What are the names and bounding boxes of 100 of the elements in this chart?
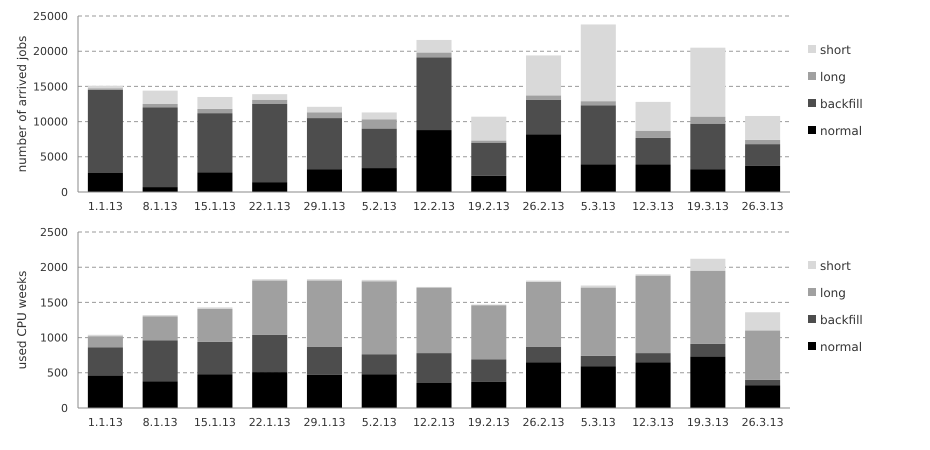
x-tick-label: 5.2.13 (362, 200, 397, 213)
y-tick-label: 0 (61, 186, 68, 199)
x-tick-label: 15.1.13 (194, 416, 236, 429)
bar (745, 140, 780, 144)
bar (690, 169, 726, 192)
x-tick-label: 5.2.13 (362, 416, 397, 429)
bar (745, 144, 780, 166)
bar (416, 40, 452, 53)
bar (636, 138, 671, 165)
bar (142, 187, 178, 192)
y-tick-label: 2000 (40, 261, 68, 274)
bar (526, 55, 562, 96)
x-tick-label: 29.1.13 (303, 416, 346, 429)
bar (471, 382, 506, 408)
y-tick-label: 15000 (33, 80, 68, 94)
x-tick-label: 19.3.13 (686, 416, 729, 429)
bar (690, 258, 726, 271)
legend-label: long (820, 286, 846, 300)
bar (690, 48, 726, 117)
bar (745, 116, 780, 140)
bar (197, 172, 232, 192)
bar (471, 142, 506, 176)
bar (362, 374, 397, 408)
bar (252, 100, 288, 104)
bar (526, 96, 562, 100)
bar (580, 101, 616, 106)
bar (142, 90, 178, 104)
x-tick-label: 12.2.13 (413, 416, 455, 429)
bar (252, 104, 288, 182)
bar (580, 164, 616, 192)
bar (636, 353, 671, 362)
legend-label: long (820, 70, 846, 84)
bar (88, 347, 123, 376)
bar (580, 24, 616, 102)
bar (745, 166, 780, 192)
x-tick-label: 19.3.13 (686, 200, 729, 213)
x-tick-label: 22.1.13 (248, 416, 291, 429)
bar (580, 105, 616, 165)
x-tick-label: 15.1.13 (194, 200, 236, 213)
bar (142, 104, 178, 108)
legend-label: normal (820, 124, 862, 138)
bar (306, 106, 342, 112)
y-axis-title: number of arrived jobs (15, 36, 29, 172)
bar (580, 356, 616, 366)
y-tick-label: 1000 (40, 331, 68, 344)
bar (636, 102, 671, 131)
bar (636, 362, 671, 408)
bar (690, 124, 726, 170)
bar (416, 382, 452, 408)
bar (526, 100, 562, 134)
bar (690, 356, 726, 408)
legend-label: short (820, 43, 852, 58)
bar (362, 128, 397, 168)
bar (142, 381, 178, 408)
legend-label: backfill (820, 97, 863, 112)
bar (636, 164, 671, 192)
x-tick-label: 26.2.13 (522, 416, 565, 429)
bar (197, 108, 232, 114)
bar (526, 346, 562, 362)
x-tick-label: 19.2.13 (468, 416, 510, 429)
bar (416, 52, 452, 58)
bar (88, 90, 123, 173)
bar (526, 362, 562, 408)
bar (88, 86, 123, 89)
bar (471, 116, 506, 141)
bar (252, 182, 288, 192)
y-tick-label: 25000 (33, 10, 68, 23)
bar (362, 112, 397, 120)
bar (745, 385, 780, 408)
y-tick-label: 10000 (33, 115, 68, 128)
bar (252, 372, 288, 408)
bar (197, 96, 232, 109)
legend-label: normal (820, 340, 862, 354)
bar (197, 374, 232, 408)
x-tick-label: 19.2.13 (468, 200, 510, 213)
bar (142, 340, 178, 382)
bar (471, 176, 506, 192)
bar (88, 376, 123, 408)
bar (416, 58, 452, 130)
x-tick-label: 26.3.13 (742, 416, 784, 429)
x-tick-label: 26.2.13 (522, 200, 565, 213)
bar (690, 344, 726, 357)
bar (306, 374, 342, 408)
bar (362, 354, 397, 374)
x-tick-label: 5.3.13 (580, 416, 616, 429)
x-tick-label: 8.1.13 (142, 416, 178, 429)
y-tick-label: 500 (47, 366, 68, 380)
x-tick-label: 5.3.13 (580, 200, 616, 213)
x-tick-label: 29.1.13 (303, 200, 346, 213)
bar (306, 169, 342, 192)
y-tick-label: 0 (61, 402, 68, 415)
y-axis-title: used CPU weeks (15, 270, 29, 370)
bar (416, 130, 452, 192)
x-tick-label: 8.1.13 (142, 200, 178, 213)
legend-label: short (820, 259, 852, 274)
bar (197, 342, 232, 374)
bar (252, 334, 288, 372)
x-tick-label: 26.3.13 (742, 200, 784, 213)
bar (142, 108, 178, 188)
bar (88, 172, 123, 192)
